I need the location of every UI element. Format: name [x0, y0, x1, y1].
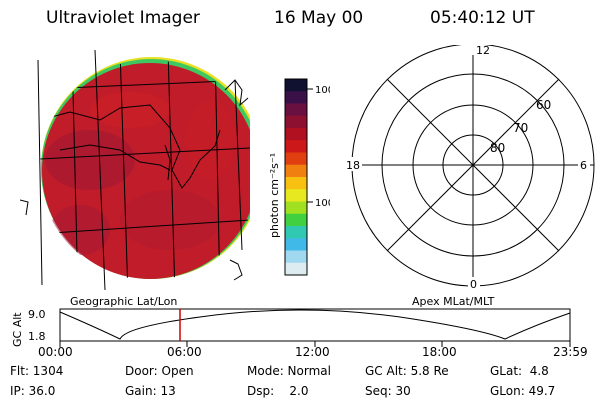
- geo-latitude: GLat: 4.8: [490, 364, 549, 378]
- colorbar-band: [285, 238, 307, 251]
- mlt-label-6: 6: [580, 159, 587, 172]
- colorbar-band: [285, 164, 307, 178]
- altitude-strip: GC Alt 9.0 1.8: [11, 308, 571, 347]
- colorbar-band: [285, 103, 307, 117]
- gc-alt-axis-title: GC Alt: [11, 312, 24, 347]
- colorbar-band: [285, 201, 307, 215]
- geo-caption: Geographic Lat/Lon: [70, 295, 178, 308]
- colorbar-band: [285, 213, 307, 227]
- apex-caption: Apex MLat/MLT: [412, 295, 495, 308]
- time-tick-0000: 00:00: [38, 345, 73, 359]
- strip-frame: [59, 308, 571, 342]
- geo-longitude: GLon: 49.7: [490, 384, 556, 398]
- colorbar-band: [285, 115, 307, 129]
- colorbar-band: [285, 226, 307, 239]
- mlt-label-0: 0: [470, 278, 477, 291]
- mlat-label-70: 70: [513, 121, 528, 135]
- door-status: Door: Open: [125, 364, 194, 378]
- colorbar-band: [285, 91, 307, 104]
- colorbar-band: [285, 250, 307, 264]
- colorbar-unit-label: photon cm⁻²s⁻¹: [268, 153, 281, 238]
- colorbar-frame: [284, 78, 308, 276]
- flight-number: Flt: 1304: [10, 364, 64, 378]
- mlat-label-80: 80: [490, 141, 505, 155]
- colorbar-band: [285, 189, 307, 202]
- colorbar-band: [285, 152, 307, 166]
- polar-diagonal-2: [386, 78, 560, 252]
- colorbar-band: [285, 177, 307, 190]
- time-tick-0600: 06:00: [167, 345, 202, 359]
- y-tick-9: 9.0: [28, 308, 46, 321]
- time-label: 05:40:12 UT: [430, 8, 535, 28]
- mlt-label-12: 12: [476, 45, 490, 57]
- colorbar-label-100: 100: [315, 198, 330, 209]
- colorbar-band: [285, 140, 307, 153]
- polar-plot: 12 18 6 0 60 70 80: [344, 45, 595, 291]
- altitude-curve: [59, 309, 571, 340]
- colorbar-label-1000: 1000: [315, 85, 330, 96]
- mlt-label-18: 18: [346, 159, 360, 172]
- gain-value: Gain: 13: [125, 384, 176, 398]
- time-tick-1800: 18:00: [422, 345, 457, 359]
- time-tick-1200: 12:00: [295, 345, 330, 359]
- sequence-value: Seq: 30: [365, 384, 411, 398]
- time-tick-2359: 23:59: [553, 345, 588, 359]
- uv-image-panel: [20, 50, 250, 291]
- colorbar-band: [285, 79, 307, 92]
- app-title: Ultraviolet Imager: [46, 8, 200, 28]
- ip-value: IP: 36.0: [10, 384, 56, 398]
- colorbar-band: [285, 262, 307, 276]
- colorbar-gradient: [285, 79, 307, 276]
- colorbar: 1000 100 photon cm⁻²s⁻¹: [268, 78, 330, 276]
- mlat-label-60: 60: [536, 98, 551, 112]
- colorbar-band: [285, 128, 307, 141]
- gc-altitude: GC Alt: 5.8 Re: [365, 364, 449, 378]
- dsp-value: Dsp: 2.0: [247, 384, 309, 398]
- date-label: 16 May 00: [274, 8, 364, 28]
- mode-status: Mode: Normal: [247, 364, 331, 378]
- y-tick-1.8: 1.8: [28, 330, 46, 343]
